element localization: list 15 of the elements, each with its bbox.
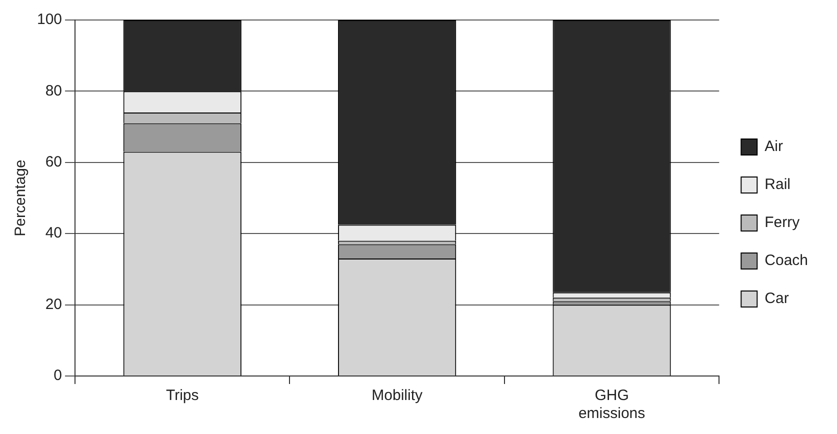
x-tick-label: Trips [166, 387, 199, 404]
x-tick-label: Mobility [372, 387, 423, 404]
legend-label: Coach [764, 252, 808, 270]
legend-label: Car [764, 290, 789, 308]
y-tick-label: 80 [45, 82, 62, 100]
x-tick-label: GHG emissions [578, 387, 646, 422]
legend-label: Ferry [764, 214, 800, 232]
y-tick-label: 40 [45, 224, 62, 242]
legend-label: Rail [764, 176, 790, 194]
y-tick-label: 60 [45, 154, 62, 171]
y-axis-title: Percentage [12, 160, 30, 236]
y-tick-label: 0 [54, 367, 62, 384]
legend-label: Air [764, 138, 783, 156]
y-tick-label: 100 [36, 11, 62, 28]
y-tick-label: 20 [45, 296, 62, 313]
